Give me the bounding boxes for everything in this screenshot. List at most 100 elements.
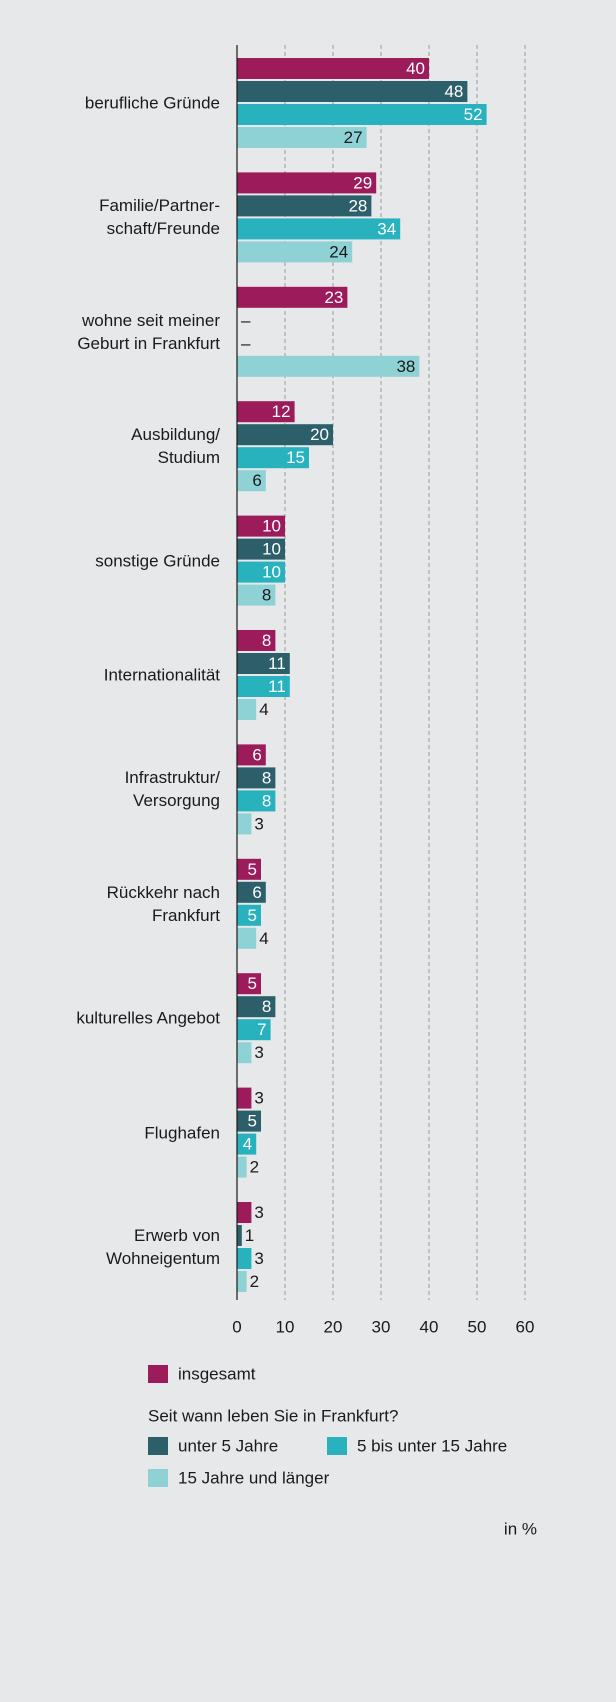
bar [237, 515, 285, 537]
bar [237, 218, 401, 240]
x-tick-label: 0 [232, 1317, 241, 1336]
bar [237, 470, 266, 492]
bar [237, 447, 309, 469]
legend-label: insgesamt [178, 1364, 256, 1383]
value-label: 6 [252, 471, 261, 490]
value-label: 4 [243, 1135, 252, 1154]
value-label: 5 [248, 860, 257, 879]
bar [237, 767, 276, 789]
x-tick-label: 20 [324, 1317, 343, 1336]
bar [237, 927, 257, 949]
category-label: kulturelles Angebot [76, 1008, 220, 1028]
legend-swatch [148, 1469, 168, 1487]
value-label: 8 [262, 586, 271, 605]
value-label: 23 [324, 288, 343, 307]
bar [237, 584, 276, 606]
bar [237, 401, 295, 423]
bar [237, 241, 353, 263]
value-label: 3 [254, 1089, 263, 1108]
value-label: 28 [348, 196, 367, 215]
bar [237, 127, 367, 148]
bar [237, 195, 372, 217]
bar [237, 81, 468, 102]
bar [237, 1248, 252, 1269]
value-label: 6 [252, 883, 261, 902]
x-tick-label: 50 [468, 1317, 487, 1336]
bar [237, 538, 285, 560]
x-tick-label: 60 [516, 1317, 535, 1336]
legend-label: 5 bis unter 15 Jahre [357, 1436, 507, 1455]
bar [237, 1133, 257, 1155]
value-label: 2 [250, 1272, 259, 1291]
category-label: wohne seit meiner Geburt in Frankfurt [77, 310, 220, 353]
value-label: 6 [252, 745, 261, 764]
value-label: 3 [254, 1249, 263, 1268]
bar [237, 286, 348, 308]
bar [237, 355, 420, 377]
value-label: 29 [353, 173, 372, 192]
legend-swatch [148, 1437, 168, 1455]
value-label: 11 [268, 654, 286, 673]
category-label: berufliche Gründe [84, 93, 220, 113]
legend-swatch [148, 1365, 168, 1383]
category-label: Internationalität [103, 665, 220, 685]
value-label: 24 [329, 242, 348, 261]
value-label: 38 [396, 357, 415, 376]
value-label: 8 [262, 631, 271, 650]
value-label: 34 [377, 219, 396, 238]
bar [237, 904, 261, 926]
value-label: 27 [344, 128, 363, 147]
bar [237, 996, 276, 1018]
category-label: Familie/Partner- schaft/Freunde [99, 196, 220, 239]
x-tick-label: 10 [276, 1317, 295, 1336]
legend-swatch [327, 1437, 347, 1455]
value-label: 8 [262, 997, 271, 1016]
value-label: 2 [250, 1158, 259, 1177]
value-label: 20 [310, 425, 329, 444]
value-label: 8 [262, 768, 271, 787]
value-label: – [241, 311, 251, 330]
value-label: 52 [464, 105, 483, 124]
value-label: 10 [262, 563, 281, 582]
category-label: Ausbildung/ Studium [131, 425, 220, 468]
bar [237, 790, 276, 812]
category-label: Flughafen [144, 1123, 220, 1143]
value-label: 5 [248, 974, 257, 993]
value-label: 1 [245, 1226, 254, 1245]
bar [237, 424, 333, 446]
bar [237, 1110, 261, 1132]
bar [237, 881, 266, 903]
value-label: 4 [259, 929, 268, 948]
bar [237, 744, 266, 766]
bar [237, 653, 290, 674]
category-label: Erwerb von Wohneigentum [105, 1226, 220, 1268]
value-label: 48 [444, 82, 463, 101]
value-label: 40 [406, 59, 425, 78]
legend-label: 15 Jahre und länger [178, 1468, 330, 1487]
value-label: 7 [257, 1020, 266, 1039]
legend-title: Seit wann leben Sie in Frankfurt? [148, 1406, 398, 1425]
bar [237, 1271, 247, 1292]
bar [237, 1225, 242, 1246]
value-label: 8 [262, 791, 271, 810]
value-label: 15 [286, 448, 305, 467]
category-label: Infrastruktur/ Versorgung [124, 768, 220, 811]
x-tick-label: 30 [372, 1317, 391, 1336]
value-label: 4 [259, 700, 268, 719]
bar [237, 58, 429, 79]
unit-label: in % [504, 1519, 537, 1538]
bar [237, 1087, 252, 1109]
value-label: 11 [268, 677, 286, 696]
bar [237, 104, 487, 125]
value-label: 3 [254, 1203, 263, 1222]
bar [237, 1156, 247, 1178]
bar [237, 172, 377, 194]
value-label: 10 [262, 517, 281, 536]
value-label: 5 [248, 1112, 257, 1131]
category-label: Rückkehr nach Frankfurt [106, 882, 220, 925]
bar [237, 1042, 252, 1064]
bar [237, 1202, 252, 1223]
bar [237, 630, 276, 651]
